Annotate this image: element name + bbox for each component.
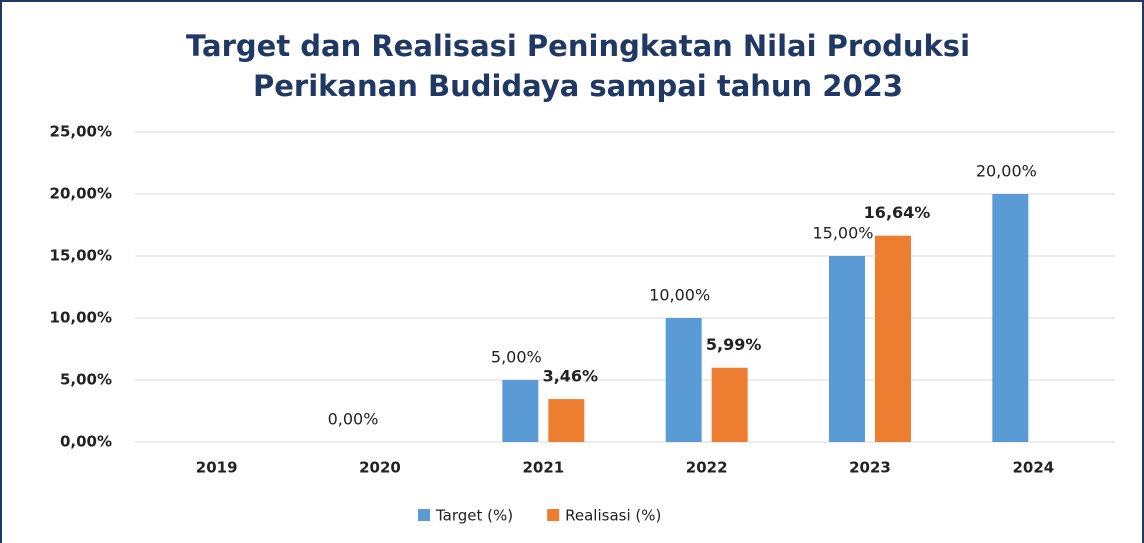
legend-label: Target (%) — [435, 507, 513, 525]
bar — [711, 367, 748, 442]
x-tick-label: 2019 — [196, 459, 238, 477]
x-tick-label: 2023 — [849, 459, 891, 477]
y-tick-label: 25,00% — [50, 123, 112, 141]
bar — [665, 318, 702, 442]
x-tick-label: 2022 — [686, 459, 728, 477]
legend-label: Realisasi (%) — [565, 507, 661, 525]
y-tick-label: 15,00% — [50, 247, 112, 265]
y-tick-label: 20,00% — [50, 185, 112, 203]
y-tick-label: 10,00% — [50, 309, 112, 327]
chart-title: Target dan Realisasi Peningkatan Nilai P… — [186, 29, 970, 63]
bar — [502, 380, 539, 442]
legend-swatch — [547, 509, 560, 521]
x-tick-label: 2024 — [1012, 459, 1054, 477]
chart-title: Perikanan Budidaya sampai tahun 2023 — [253, 69, 903, 103]
y-tick-label: 5,00% — [60, 371, 112, 389]
x-tick-label: 2021 — [522, 459, 564, 477]
legend-swatch — [418, 509, 430, 521]
data-label: 5,99% — [706, 335, 762, 354]
data-label: 5,00% — [491, 348, 542, 367]
y-tick-label: 0,00% — [60, 433, 112, 451]
bar — [548, 399, 585, 442]
data-label: 10,00% — [649, 286, 710, 305]
data-label: 15,00% — [812, 224, 873, 243]
data-label: 16,64% — [864, 203, 931, 222]
bar — [875, 235, 911, 442]
bar — [992, 194, 1029, 442]
data-label: 20,00% — [976, 162, 1037, 181]
x-tick-label: 2020 — [359, 459, 401, 477]
data-label: 3,46% — [543, 367, 599, 386]
data-label: 0,00% — [328, 410, 379, 429]
bar — [829, 256, 865, 442]
